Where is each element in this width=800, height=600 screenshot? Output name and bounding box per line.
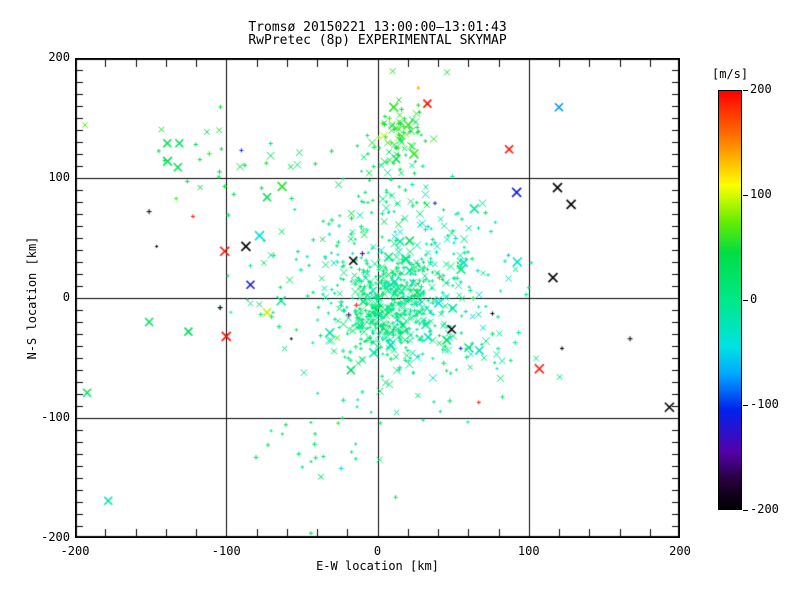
colorbar-tick-label: 0 <box>750 292 758 306</box>
colorbar-tick-label: 200 <box>750 82 772 96</box>
y-tick-label: -200 <box>41 530 70 544</box>
colorbar-tick <box>743 509 748 511</box>
y-tick-label: 200 <box>48 50 70 64</box>
colorbar <box>718 90 742 510</box>
x-tick-label: -200 <box>60 544 90 558</box>
colorbar-tick-label: 100 <box>750 187 772 201</box>
y-tick-label: 100 <box>48 170 70 184</box>
colorbar-tick <box>743 194 748 196</box>
colorbar-tick <box>743 404 748 406</box>
colorbar-tick-label: -200 <box>750 502 779 516</box>
colorbar-tick <box>743 89 748 91</box>
colorbar-tick-label: -100 <box>750 397 779 411</box>
plot-subtitle: RwPretec (8p) EXPERIMENTAL SKYMAP <box>248 33 507 48</box>
x-tick-label: 0 <box>373 544 382 558</box>
plot-area <box>75 58 680 538</box>
x-tick-label: 100 <box>517 544 540 558</box>
plot-title: Tromsø 20150221 13:00:00–13:01:43 <box>248 20 507 35</box>
colorbar-unit-label: [m/s] <box>712 67 749 81</box>
x-tick-label: 200 <box>669 544 691 558</box>
y-tick-label: -100 <box>41 410 70 424</box>
x-tick-label: -100 <box>211 544 241 558</box>
skymap-scatter-canvas <box>75 58 680 538</box>
colorbar-tick <box>743 299 748 301</box>
y-tick-label: 0 <box>62 290 70 304</box>
x-axis-label: E-W location [km] <box>316 559 439 573</box>
